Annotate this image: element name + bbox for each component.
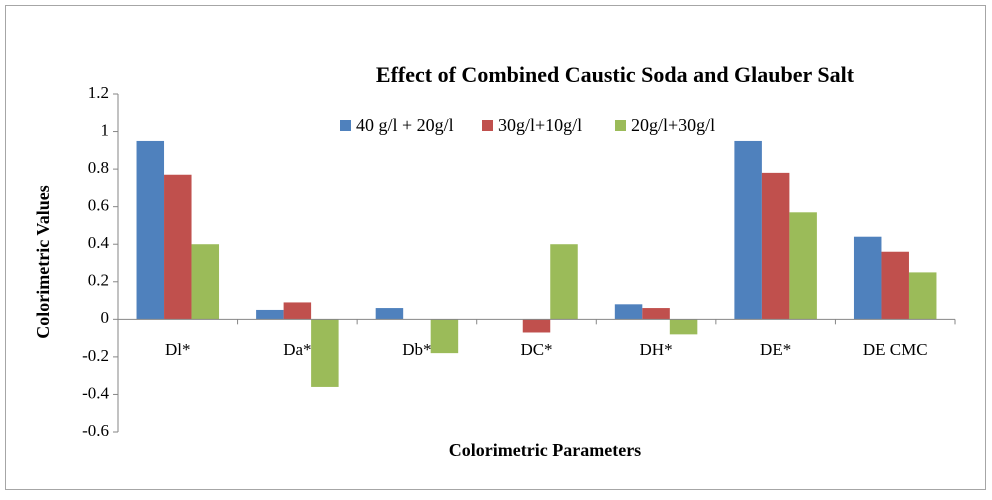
bar [642,308,670,320]
x-tick-label: Db* [402,340,431,359]
bar [164,174,192,320]
bar [908,272,937,320]
y-tick-label: 0 [101,308,110,327]
bar [136,140,165,320]
y-tick-label: 1 [101,120,110,139]
y-tick-label: -0.6 [82,421,109,440]
bar [283,302,312,320]
bar [789,212,817,320]
bar [853,236,882,320]
bar [256,309,284,320]
bar [881,251,909,320]
bar [430,319,459,354]
y-tick-label: 0.8 [88,158,109,177]
bar [734,140,762,320]
x-tick-label: DE CMC [863,340,928,359]
y-axis-title: Colorimetric Values [33,185,53,338]
bar [614,304,643,320]
x-tick-label: Da* [283,340,311,359]
legend-label: 40 g/l + 20g/l [356,115,454,135]
y-tick-label: 1.2 [88,83,109,102]
legend-swatch [482,120,493,131]
bar [311,319,339,387]
x-tick-label: Dl* [165,340,191,359]
bar [375,308,404,320]
y-tick-label: -0.2 [82,346,109,365]
bar [191,244,220,320]
legend-label: 20g/l+30g/l [631,115,715,135]
legend-swatch [340,120,351,131]
y-tick-label: 0.2 [88,271,109,290]
y-tick-label: 0.4 [88,233,110,252]
bar [669,319,698,335]
x-tick-label: DH* [640,340,673,359]
y-tick-label: -0.4 [82,383,109,402]
y-tick-label: 0.6 [88,196,109,215]
bar [522,319,551,333]
bar [761,172,790,320]
x-axis-title: Colorimetric Parameters [449,440,641,460]
bar [550,244,578,320]
legend-label: 30g/l+10g/l [498,115,582,135]
x-tick-label: DC* [520,340,552,359]
legend-swatch [615,120,626,131]
chart-title: Effect of Combined Caustic Soda and Glau… [376,62,855,87]
x-tick-label: DE* [760,340,791,359]
